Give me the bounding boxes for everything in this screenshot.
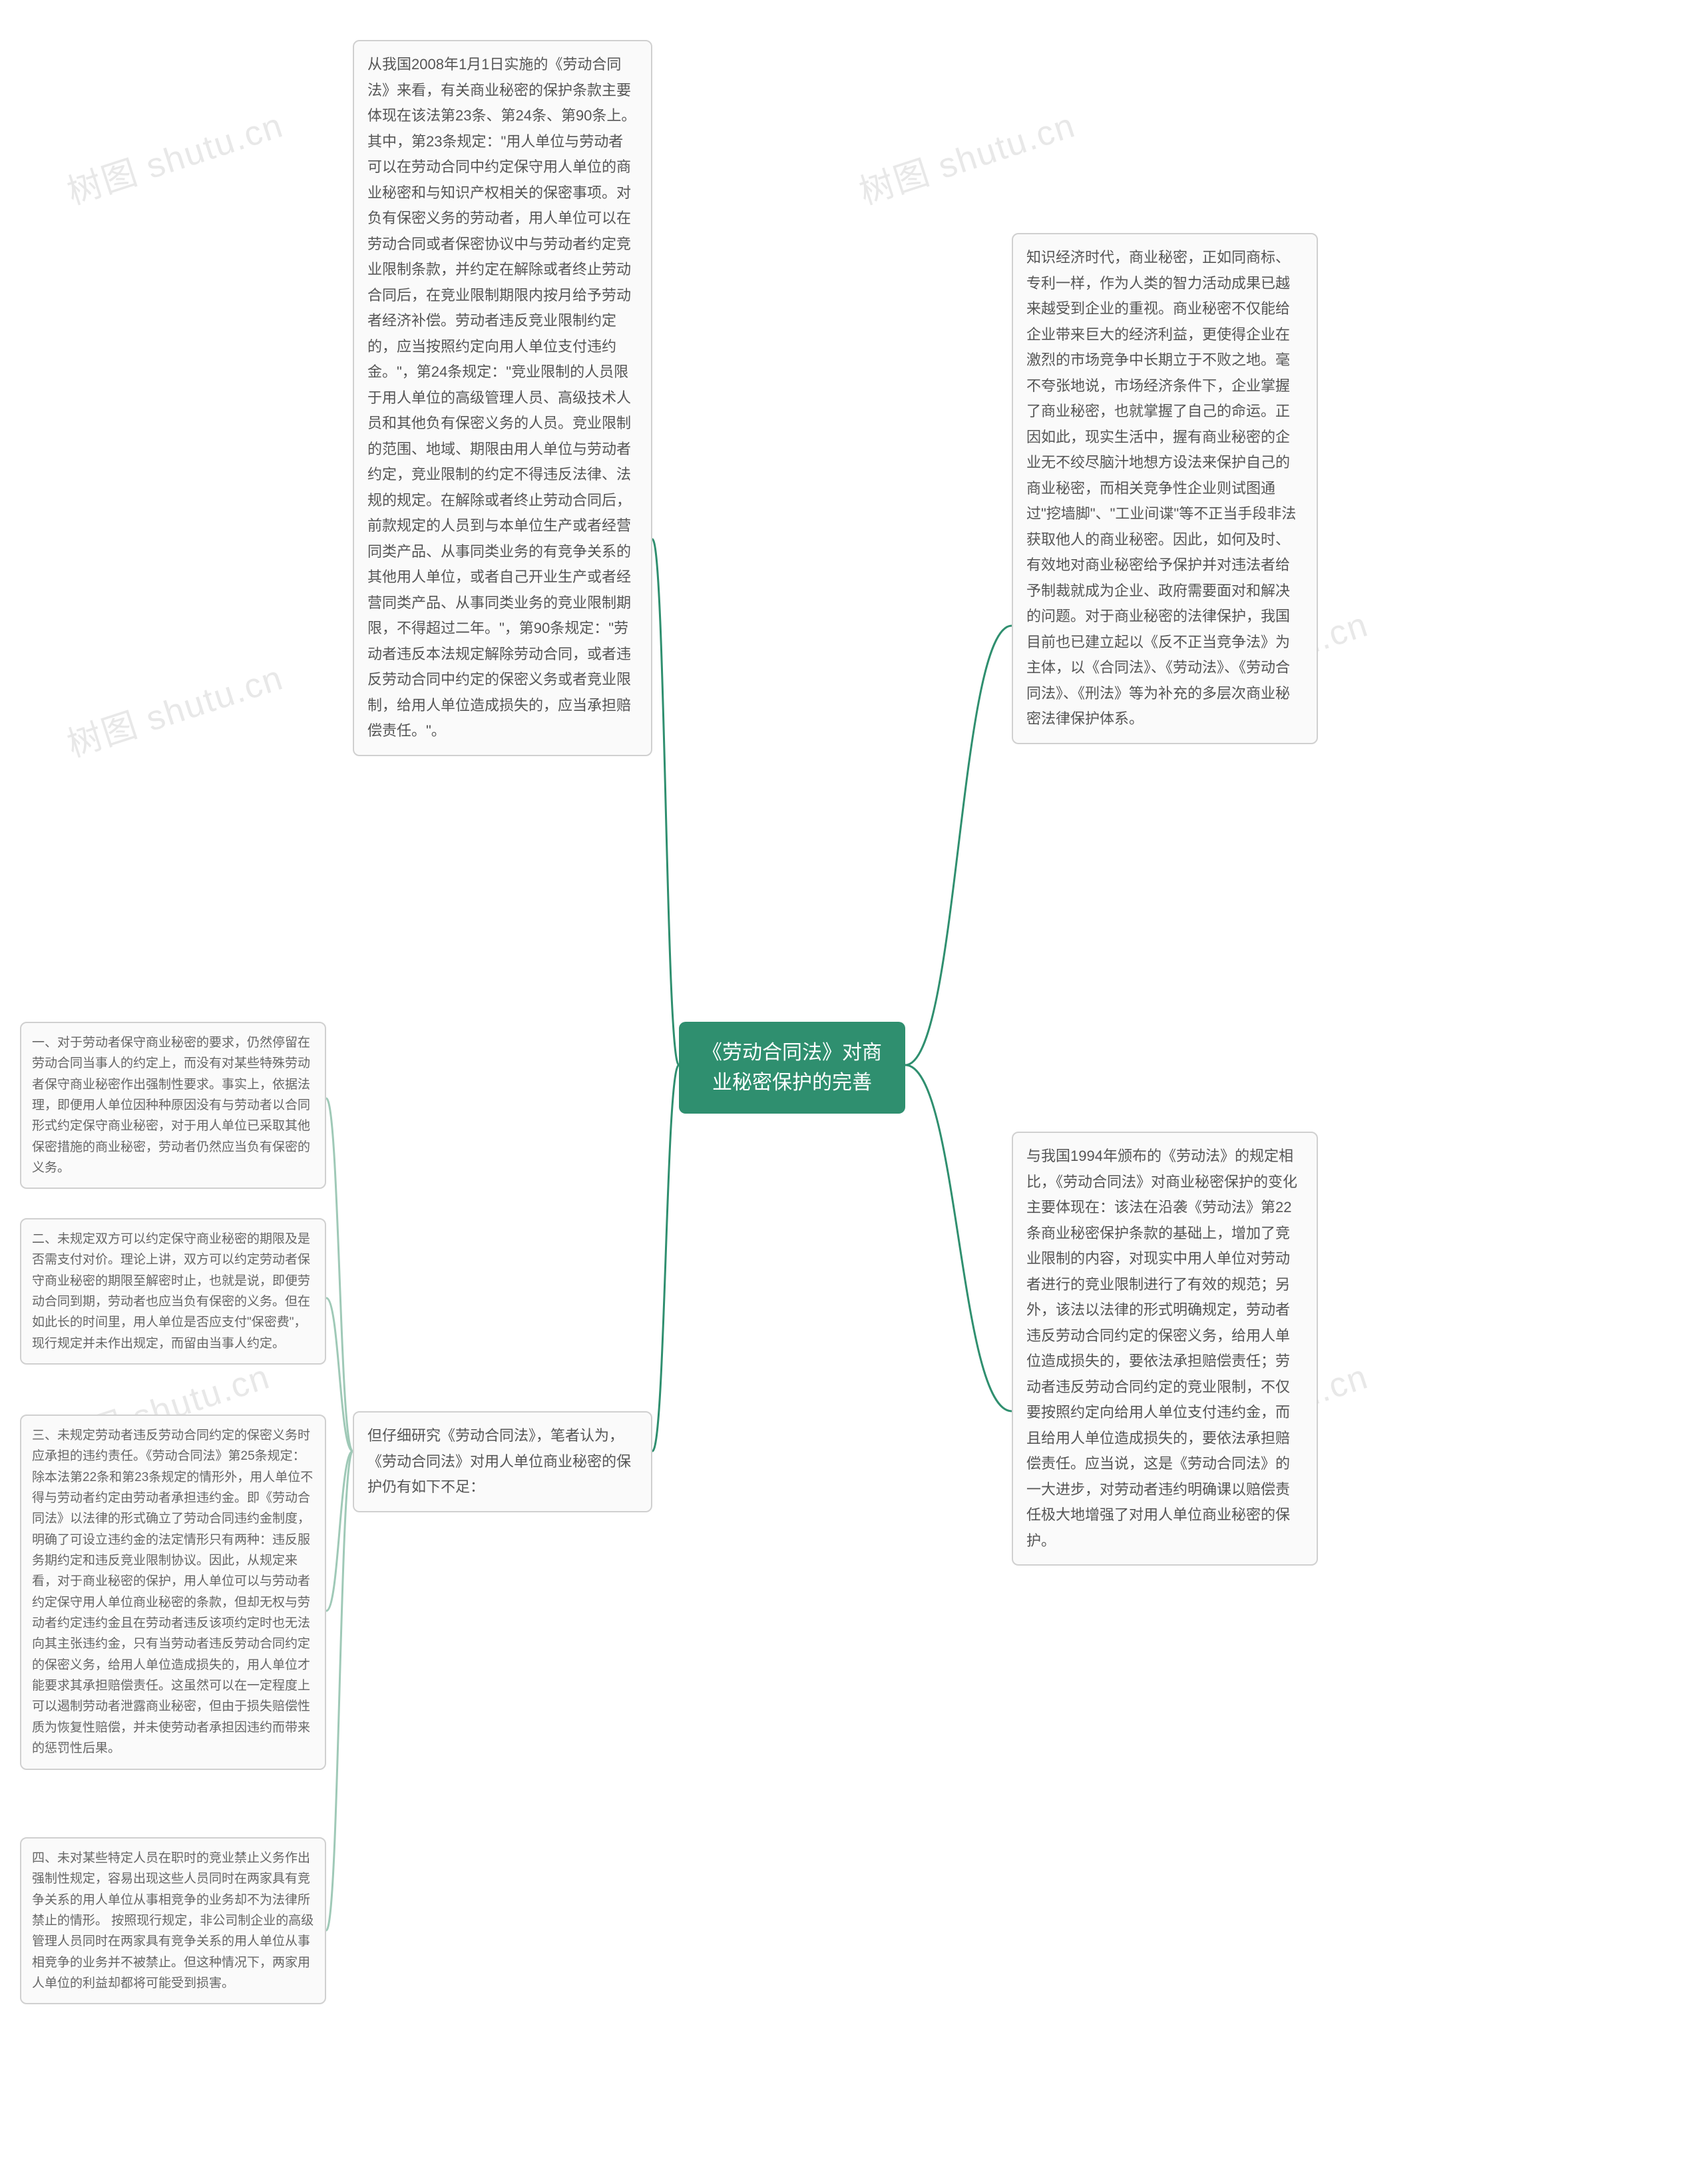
connector (905, 626, 1012, 1065)
left-node-l4: 四、未对某些特定人员在职时的竞业禁止义务作出强制性规定，容易出现这些人员同时在两… (20, 1837, 326, 2004)
left-node-l2: 二、未规定双方可以约定保守商业秘密的期限及是否需支付对价。理论上讲，双方可以约定… (20, 1218, 326, 1365)
watermark: 树图 shutu.cn (60, 97, 289, 214)
connector (326, 1451, 353, 1611)
watermark: 树图 shutu.cn (60, 650, 289, 766)
left-node-l3: 三、未规定劳动者违反劳动合同约定的保密义务时应承担的违约责任。《劳动合同法》第2… (20, 1415, 326, 1770)
mid-node-m2: 但仔细研究《劳动合同法》，笔者认为，《劳动合同法》对用人单位商业秘密的保护仍有如… (353, 1411, 652, 1512)
right-node-r1: 知识经济时代，商业秘密，正如同商标、专利一样，作为人类的智力活动成果已越来越受到… (1012, 233, 1318, 744)
right-node-r2: 与我国1994年颁布的《劳动法》的规定相比，《劳动合同法》对商业秘密保护的变化主… (1012, 1132, 1318, 1566)
connector (905, 1065, 1012, 1411)
left-node-l1: 一、对于劳动者保守商业秘密的要求，仍然停留在劳动合同当事人的约定上，而没有对某些… (20, 1022, 326, 1189)
mid-node-m1: 从我国2008年1月1日实施的《劳动合同法》来看，有关商业秘密的保护条款主要体现… (353, 40, 652, 756)
connector (326, 1451, 353, 1930)
connector (326, 1098, 353, 1451)
connector (652, 539, 679, 1065)
central-node: 《劳动合同法》对商业秘密保护的完善 (679, 1022, 905, 1114)
watermark: 树图 shutu.cn (852, 97, 1081, 214)
connector (652, 1065, 679, 1451)
connector (326, 1298, 353, 1451)
